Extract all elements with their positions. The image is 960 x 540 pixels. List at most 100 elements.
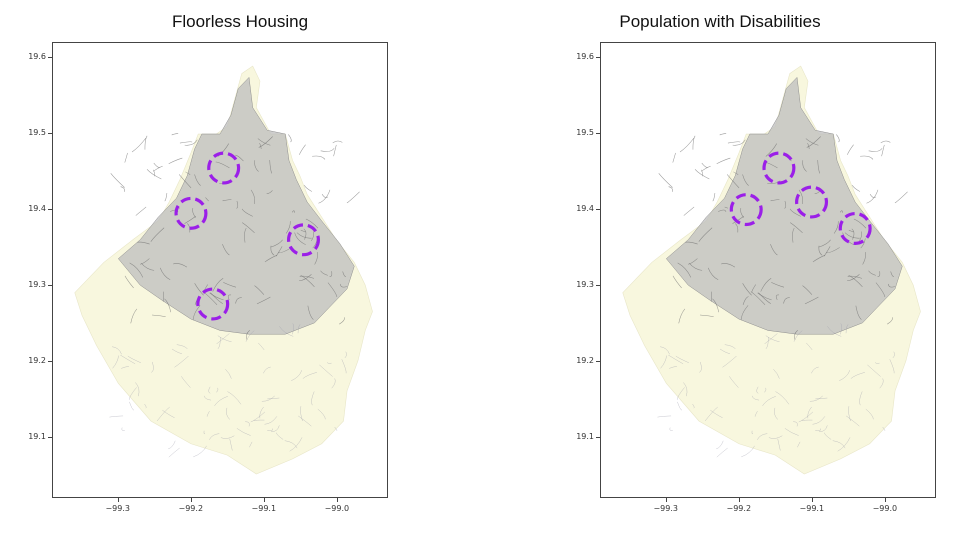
road-line [758,292,772,304]
road-line [657,415,672,418]
road-line [135,206,147,216]
road-line [304,184,313,192]
road-line [793,421,798,427]
road-line [254,285,265,295]
road-line [112,355,119,369]
road-line [299,274,312,281]
road-line [742,174,749,186]
road-line [209,433,220,440]
road-line [811,366,819,374]
y-tick-mark [48,209,52,211]
road-line [848,275,863,287]
road-line [716,440,724,450]
road-line [672,152,676,163]
road-line [765,335,780,342]
road-line [250,411,266,423]
road-line [320,148,335,152]
road-line [765,337,769,349]
x-tick-mark [665,498,667,502]
x-tick-label: −99.0 [324,504,350,513]
road-line [184,171,191,175]
road-line [764,333,778,345]
road-line [812,416,826,425]
road-line [294,232,306,245]
road-line [668,354,684,365]
road-line [797,441,801,448]
road-line [726,174,740,189]
road-line [267,428,273,432]
road-line [845,324,849,334]
road-line [812,254,826,263]
road-line [868,270,876,276]
road-line [850,372,865,379]
road-line [164,193,168,202]
road-line [719,348,730,354]
road-line [176,344,188,349]
road-line [245,421,250,427]
road-line [275,246,283,257]
road-line [321,194,329,198]
road-line [216,387,219,393]
road-line [302,372,317,379]
y-tick-label: 19.2 [576,356,594,366]
road-line [784,428,799,436]
road-line [846,415,860,427]
y-tick-label: 19.1 [28,432,46,442]
road-line [144,403,147,409]
x-tick-mark [190,498,192,502]
road-line [342,271,346,277]
road-line [762,396,776,406]
road-line [867,364,881,377]
road-line [802,160,807,172]
road-line [171,348,182,354]
road-line [259,143,262,149]
road-line [261,395,275,402]
road-line [757,292,772,301]
y-tick-mark [596,285,600,287]
road-line [242,222,255,234]
road-line [311,231,315,242]
road-line [890,271,894,277]
road-line [245,330,255,342]
road-line [837,437,851,452]
x-tick-label: −99.1 [251,504,277,513]
road-line [173,263,188,268]
highlight-circle [838,211,872,245]
road-line [131,137,147,153]
road-line [168,440,176,450]
road-line [329,271,333,277]
road-line [777,438,781,451]
road-network [109,133,360,458]
road-line [192,207,196,218]
road-line [894,191,908,204]
road-line [853,218,867,229]
road-line [724,344,736,349]
road-line [299,144,306,155]
road-line [226,407,230,420]
road-line [818,425,828,433]
road-line [676,387,685,400]
road-line [683,382,688,397]
road-line [771,282,785,288]
road-line [203,395,212,401]
road-line [815,428,821,432]
road-line [311,391,315,406]
y-tick-mark [596,437,600,439]
road-line [844,232,860,239]
road-line [292,323,294,335]
road-line [318,189,331,204]
road-line [874,362,880,364]
road-line [724,206,728,209]
road-line [285,221,291,234]
road-line [848,406,851,422]
road-line [719,133,727,136]
road-line [208,386,211,394]
road-line [833,221,839,234]
road-line [852,184,861,192]
road-line [124,275,134,289]
road-line [214,396,228,406]
map-canvas [74,65,373,475]
road-line [110,173,125,188]
road-line [209,292,224,301]
panel-title: Population with Disabilities [619,12,821,31]
